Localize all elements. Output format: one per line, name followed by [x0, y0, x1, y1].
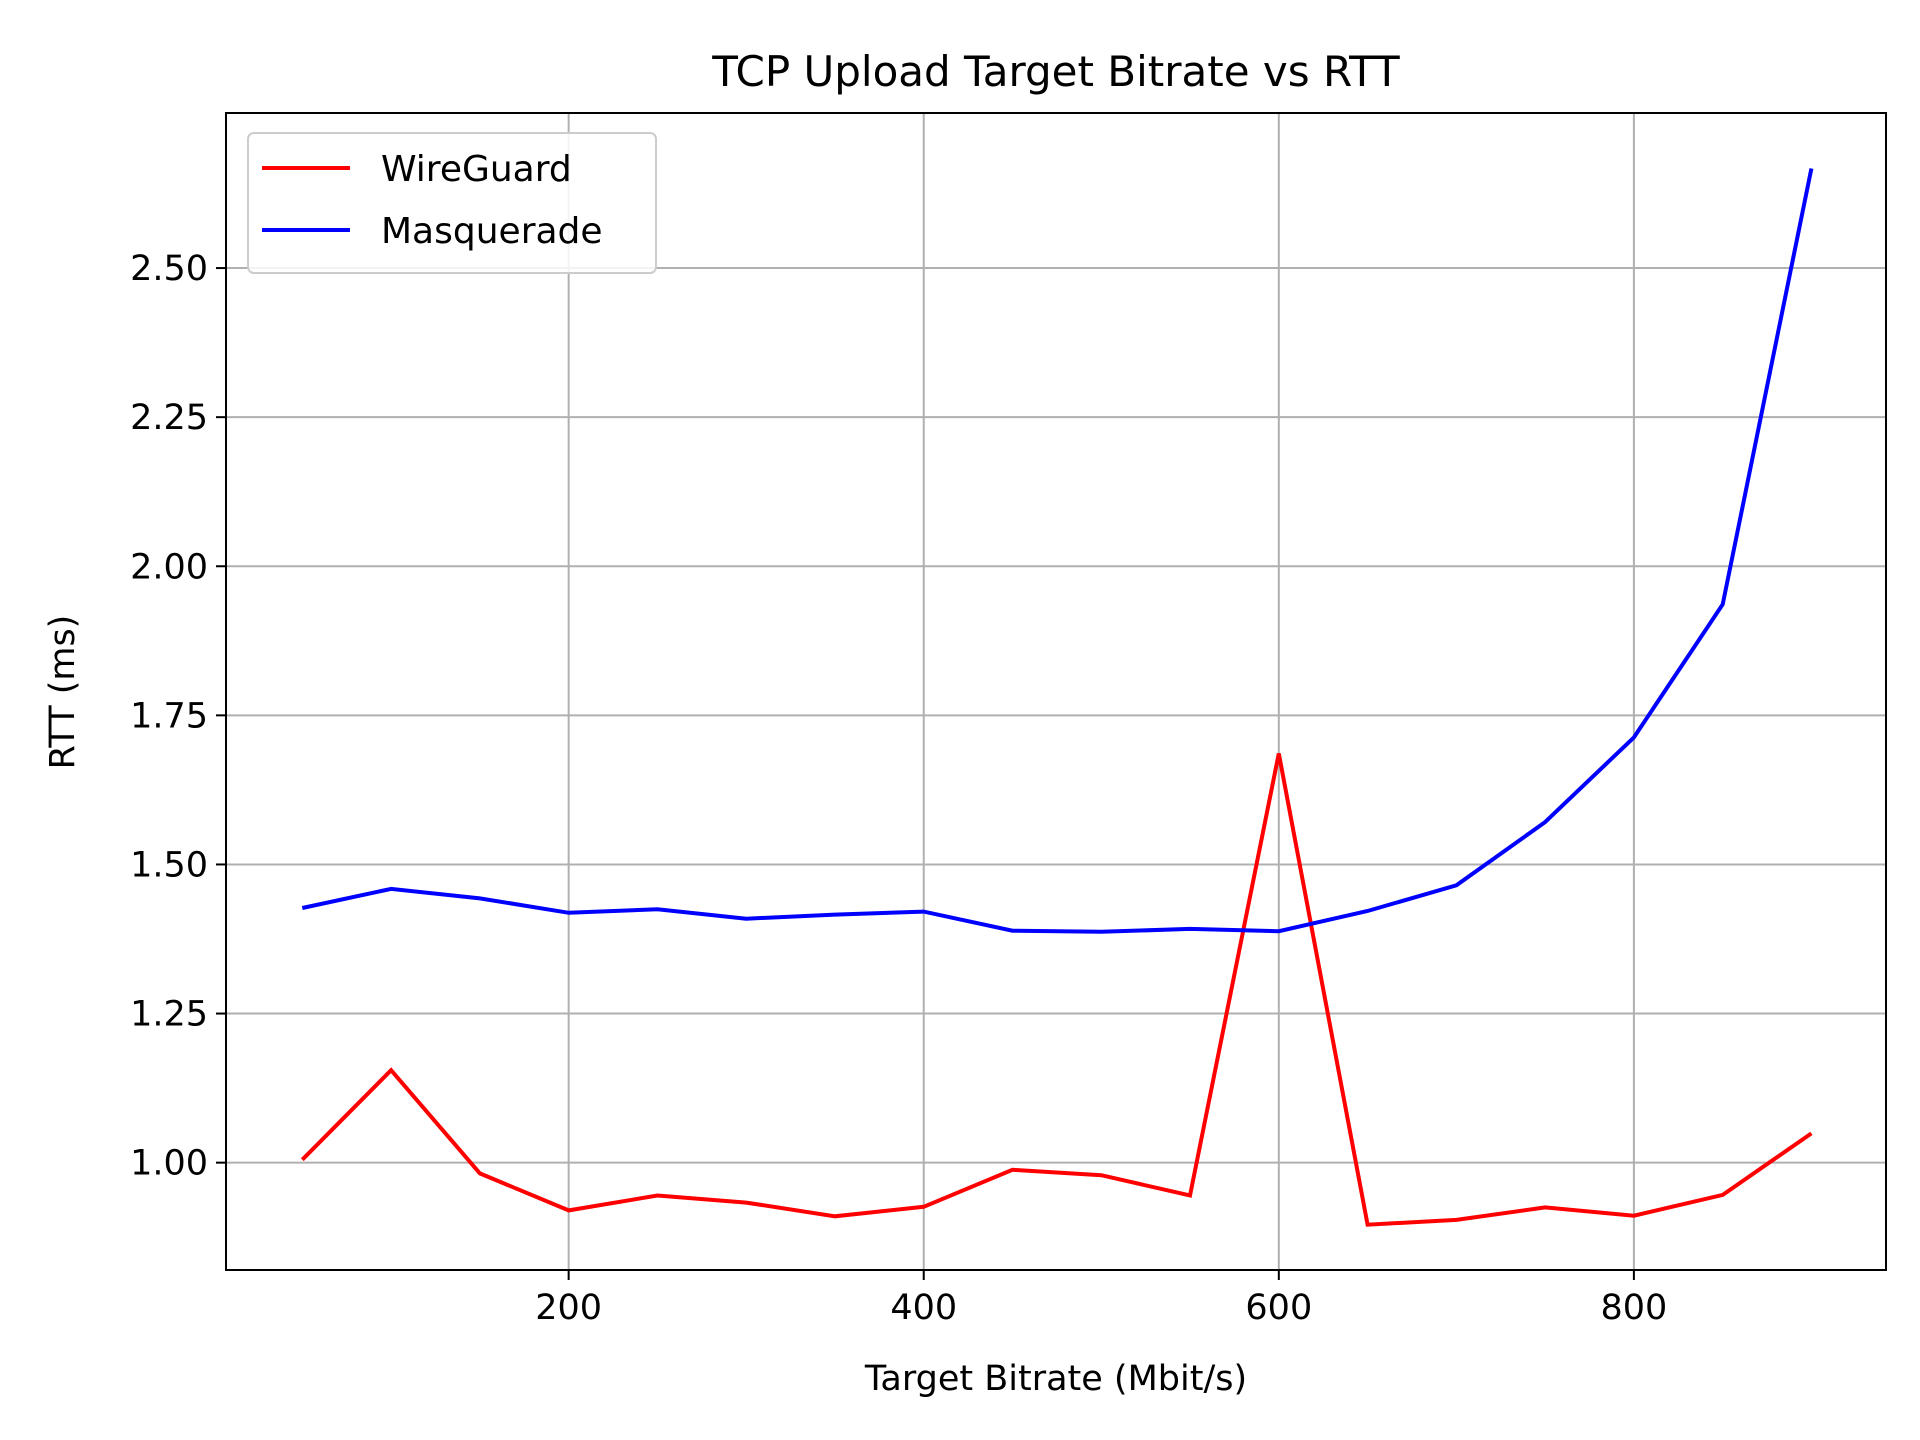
y-tick-label: 1.00 — [130, 1144, 208, 1184]
y-tick-label: 2.25 — [130, 398, 208, 438]
legend-label-masquerade: Masquerade — [381, 211, 603, 252]
series-lines — [300, 168, 1814, 1227]
x-tick-label: 200 — [535, 1288, 602, 1328]
y-axis-ticks: 1.00 1.25 1.50 1.75 2.00 2.25 2.50 — [130, 249, 226, 1184]
x-tick-label: 800 — [1600, 1288, 1667, 1328]
x-axis-title: Target Bitrate (Mbit/s) — [864, 1359, 1247, 1399]
plot-frame — [225, 112, 1887, 1271]
y-tick-label: 2.00 — [130, 547, 208, 587]
series-line-wireguard — [300, 753, 1813, 1227]
y-tick-label: 1.50 — [130, 845, 208, 885]
legend-label-wireguard: WireGuard — [381, 149, 572, 190]
x-tick-label: 600 — [1245, 1288, 1312, 1328]
y-tick-label: 2.50 — [130, 249, 208, 289]
x-axis-ticks: 200 400 600 800 — [535, 1270, 1667, 1328]
series-line-masquerade — [301, 168, 1814, 934]
x-tick-label: 400 — [890, 1288, 957, 1328]
y-tick-label: 1.75 — [130, 696, 208, 736]
y-axis-title: RTT (ms) — [43, 615, 83, 770]
grid-lines — [226, 113, 1886, 1270]
y-tick-label: 1.25 — [130, 995, 208, 1035]
legend: WireGuard Masquerade — [247, 132, 657, 274]
chart-title: TCP Upload Target Bitrate vs RTT — [711, 47, 1400, 96]
